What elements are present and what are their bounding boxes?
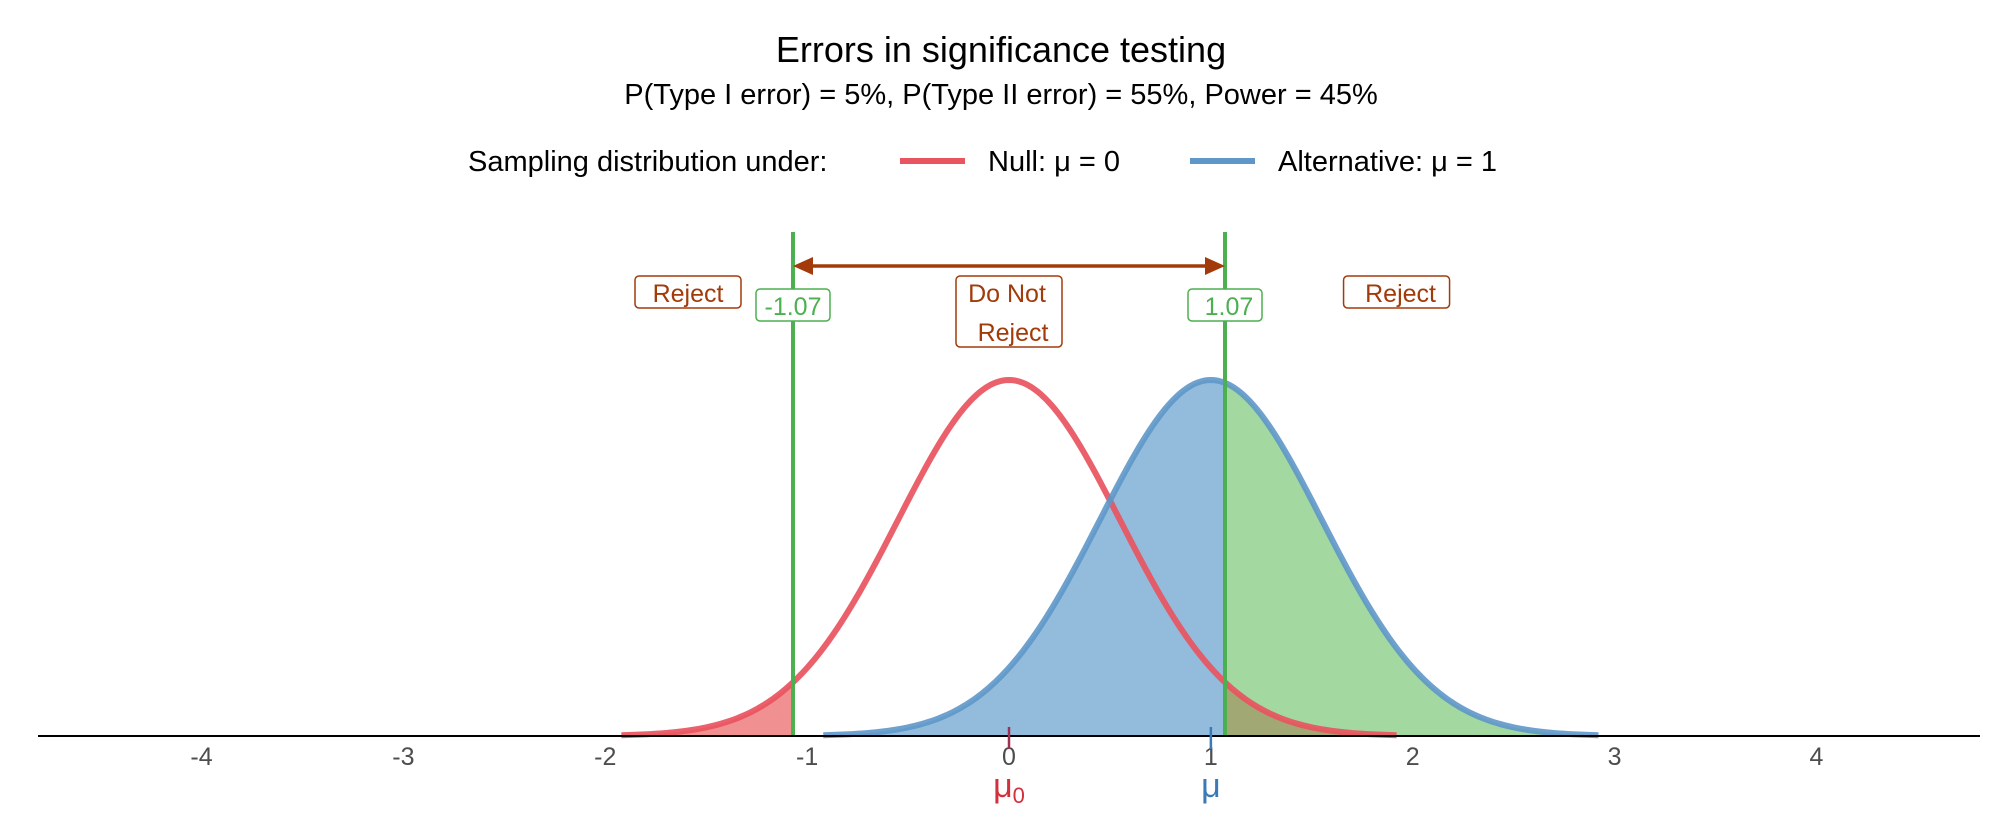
null-distribution-curve: [621, 376, 1397, 739]
plot-area: -4 -3 -2 -1 0 1 2 3 4 Reject Do Not Reject Rejec…: [38, 232, 1980, 808]
legend-label-alternative: Alternative: μ = 1: [1278, 146, 1497, 178]
x-tick-label: -1: [796, 743, 818, 771]
do-not-reject-arrow: [792, 257, 1226, 275]
chart-subtitle: P(Type I error) = 5%, P(Type II error) =…: [624, 79, 1378, 111]
power-area: [1225, 382, 1599, 736]
critical-label-left: -1.07: [755, 288, 831, 322]
reject-right-annotation: Reject: [1342, 275, 1451, 309]
x-tick-label: 3: [1608, 743, 1622, 771]
mu0-symbol: μ: [993, 767, 1013, 805]
type-i-error-area-left: [621, 682, 793, 736]
do-not-reject-annotation: Do Not Reject: [955, 275, 1063, 348]
x-tick-label: 1: [1204, 743, 1218, 771]
x-tick-label: 2: [1406, 743, 1420, 771]
do-not-reject-label-line2: Reject: [978, 319, 1049, 347]
reject-right-box: [1342, 275, 1451, 309]
critical-value-left-label: -1.07: [765, 293, 822, 321]
mean-marker-null: μ0: [993, 727, 1025, 808]
reject-left-annotation: Reject: [634, 275, 742, 309]
mu1-label: μ: [1201, 767, 1221, 805]
do-not-reject-box: [955, 275, 1063, 348]
arrow-head-left: [792, 257, 813, 275]
critical-value-right-label: 1.07: [1205, 293, 1254, 321]
critical-value-right-box: [1187, 288, 1263, 322]
reject-left-box: [634, 275, 742, 309]
x-tick-label: 0: [1002, 743, 1016, 771]
x-tick-label: 4: [1810, 743, 1824, 771]
x-axis-ticks: -4 -3 -2 -1 0 1 2 3 4: [190, 743, 1823, 771]
reject-right-label: Reject: [1365, 280, 1436, 308]
x-tick-label: -3: [392, 743, 414, 771]
mu0-subscript: 0: [1013, 783, 1025, 808]
x-tick-label: -4: [190, 743, 212, 771]
alternative-distribution-curve: [823, 376, 1599, 739]
do-not-reject-label-line1: Do Not: [968, 280, 1046, 308]
type-ii-error-area: [823, 380, 1226, 736]
legend-label-null: Null: μ = 0: [988, 146, 1120, 178]
critical-value-left-box: [755, 288, 831, 322]
reject-left-label: Reject: [653, 280, 724, 308]
legend-title: Sampling distribution under:: [468, 146, 827, 178]
mean-marker-alternative: μ: [1201, 727, 1221, 805]
x-tick-label: -2: [594, 743, 616, 771]
arrow-head-right: [1205, 257, 1226, 275]
legend: Sampling distribution under: Null: μ = 0…: [468, 146, 1497, 178]
type-i-error-area-right: [1225, 682, 1397, 736]
critical-label-right: 1.07: [1187, 288, 1263, 322]
mu0-label: μ0: [993, 767, 1025, 808]
chart-title: Errors in significance testing: [776, 29, 1226, 70]
